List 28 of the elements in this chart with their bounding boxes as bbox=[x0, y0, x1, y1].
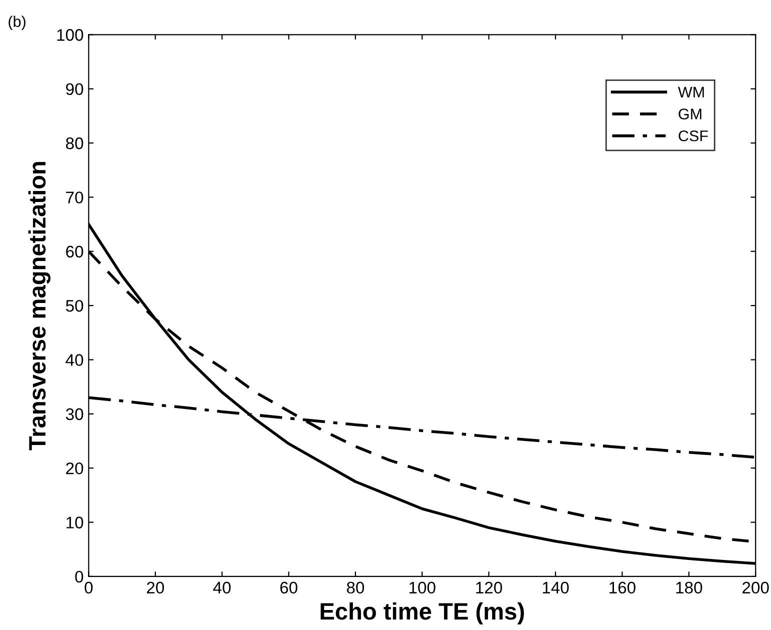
x-tick-label: 160 bbox=[610, 582, 636, 594]
y-tick-label: 30 bbox=[66, 408, 84, 420]
x-tick-label: 140 bbox=[542, 582, 569, 594]
y-axis-title: Transverse magnetization bbox=[28, 162, 50, 450]
x-tick-label: 60 bbox=[280, 582, 298, 594]
y-tick-label: 80 bbox=[66, 137, 84, 150]
x-axis-title: Echo time TE (ms) bbox=[320, 602, 524, 624]
y-tick-label: 90 bbox=[66, 83, 84, 96]
y-tick-label: 100 bbox=[57, 29, 84, 41]
y-tick-label: 70 bbox=[66, 192, 84, 204]
y-tick-label: 50 bbox=[66, 300, 84, 312]
x-tick-label: 200 bbox=[742, 582, 769, 594]
x-tick-label: 40 bbox=[213, 582, 231, 594]
y-tick-label: 20 bbox=[66, 462, 84, 474]
y-tick-label: 10 bbox=[66, 516, 84, 528]
text: (b) bbox=[8, 16, 26, 30]
legend-label: GM bbox=[678, 108, 702, 120]
x-tick-label: 0 bbox=[84, 582, 93, 594]
legend-label: CSF bbox=[678, 130, 708, 142]
y-tick-label: 60 bbox=[66, 246, 84, 258]
y-tick-label: 0 bbox=[75, 570, 84, 583]
x-tick-label: 20 bbox=[146, 582, 164, 594]
x-tick-label: 120 bbox=[476, 582, 502, 594]
legend-label: WM bbox=[678, 86, 704, 98]
y-tick-label: 40 bbox=[66, 354, 84, 366]
x-tick-label: 80 bbox=[346, 582, 364, 594]
x-tick-label: 180 bbox=[676, 582, 702, 594]
x-tick-label: 100 bbox=[409, 582, 436, 594]
